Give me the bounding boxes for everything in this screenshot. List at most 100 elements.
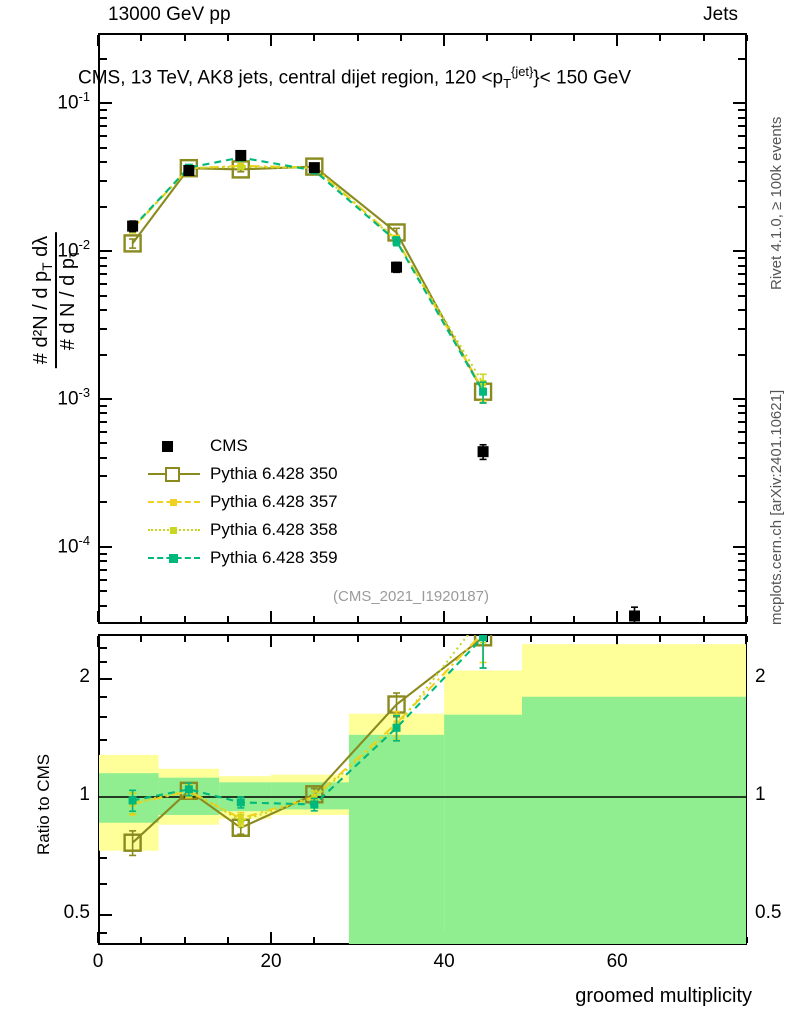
y-tick (100, 125, 107, 128)
x-tick (140, 937, 143, 943)
y-tick-label: 10-2 (57, 237, 90, 262)
x-tick (529, 616, 532, 622)
x-tick (183, 937, 186, 943)
y-tick (100, 545, 112, 548)
x-tick (486, 35, 489, 41)
y-tick (100, 116, 107, 119)
ratio-tick-label-right: 2 (755, 665, 766, 687)
legend-item[interactable]: Pythia 6.428 359 (148, 544, 338, 572)
x-tick (746, 616, 748, 622)
y-tick (100, 856, 107, 859)
y-tick (738, 715, 745, 718)
y-tick-label: 10-1 (57, 89, 90, 114)
y-tick (100, 250, 112, 253)
y-tick (738, 568, 745, 571)
x-tick-label: 40 (433, 951, 455, 972)
x-tick (702, 937, 705, 943)
y-tick (738, 58, 745, 61)
y-tick (738, 257, 745, 259)
x-tick (486, 616, 489, 622)
y-tick (733, 397, 745, 400)
legend-marker-filled-square (169, 554, 178, 563)
y-tick (738, 309, 745, 312)
x-tick (616, 611, 619, 622)
x-tick (486, 636, 489, 642)
y-tick (100, 883, 107, 886)
analysis-id-watermark: (CMS_2021_I1920187) (333, 588, 489, 605)
y-tick (100, 661, 107, 664)
x-tick (529, 636, 532, 642)
legend-marker-open-square (165, 467, 180, 482)
x-tick (183, 636, 186, 642)
y-tick (733, 545, 745, 548)
y-tick-label: 10-3 (57, 384, 90, 410)
y-tick (738, 353, 745, 356)
x-tick (313, 937, 316, 943)
mcplots-source-note: mcplots.cern.ch [arXiv:2401.10621] (768, 389, 785, 625)
legend-symbol (148, 435, 200, 457)
y-tick (100, 109, 107, 112)
y-tick (100, 397, 112, 400)
y-tick (738, 179, 745, 182)
x-axis-title: groomed multiplicity (575, 985, 752, 1007)
y-tick (738, 327, 745, 330)
y-tick (100, 294, 107, 297)
x-tick (702, 616, 705, 622)
x-tick (183, 35, 186, 41)
legend-label: Pythia 6.428 359 (210, 548, 338, 567)
legend-item[interactable]: Pythia 6.428 350 (148, 460, 338, 488)
x-tick-label: 0 (92, 951, 104, 972)
y-tick (100, 102, 112, 105)
x-tick (443, 35, 446, 46)
x-tick (140, 636, 143, 642)
x-tick (443, 636, 446, 647)
x-tick (659, 616, 662, 622)
legend-item[interactable]: CMS (148, 432, 338, 460)
y-tick (100, 257, 107, 259)
legend-item[interactable]: Pythia 6.428 357 (148, 488, 338, 516)
legend-symbol (148, 491, 200, 513)
x-tick (659, 636, 662, 642)
ratio-tick-label-right: 0.5 (755, 902, 782, 924)
y-tick (738, 161, 745, 164)
y-tick (738, 552, 745, 555)
x-tick (529, 35, 532, 41)
ratio-plot-frame (98, 634, 747, 945)
y-tick (733, 796, 745, 798)
y-tick (738, 813, 745, 816)
legend-label: Pythia 6.428 358 (210, 520, 338, 539)
y-tick (100, 813, 107, 816)
y-tick (738, 661, 745, 664)
ratio-tick-label: 0.5 (63, 902, 90, 924)
header-category-label: Jets (703, 4, 738, 25)
y-tick (100, 715, 107, 718)
y-tick (100, 309, 107, 312)
x-tick (356, 616, 359, 622)
y-tick (738, 475, 745, 478)
x-tick (313, 636, 316, 642)
y-tick (738, 273, 745, 276)
plot-title-text: CMS, 13 TeV, AK8 jets, central dijet reg… (78, 67, 504, 89)
y-tick (100, 442, 107, 445)
y-tick (100, 412, 107, 415)
x-tick (183, 616, 186, 622)
x-tick (659, 937, 662, 943)
legend-symbol (148, 547, 200, 569)
y-tick-label: 10-4 (57, 532, 90, 558)
plot-title: CMS, 13 TeV, AK8 jets, central dijet reg… (78, 64, 631, 91)
y-tick (100, 161, 107, 164)
x-tick (270, 636, 273, 647)
x-tick (529, 937, 532, 943)
y-tick (733, 102, 745, 105)
x-tick (443, 611, 446, 622)
y-tick (738, 738, 745, 741)
y-tick (738, 264, 745, 267)
y-tick (100, 796, 112, 798)
ratio-plot-area (100, 636, 745, 943)
y-tick (100, 456, 107, 459)
y-tick (100, 590, 107, 593)
legend-item[interactable]: Pythia 6.428 358 (148, 516, 338, 544)
y-tick (738, 578, 745, 581)
x-tick (356, 35, 359, 41)
